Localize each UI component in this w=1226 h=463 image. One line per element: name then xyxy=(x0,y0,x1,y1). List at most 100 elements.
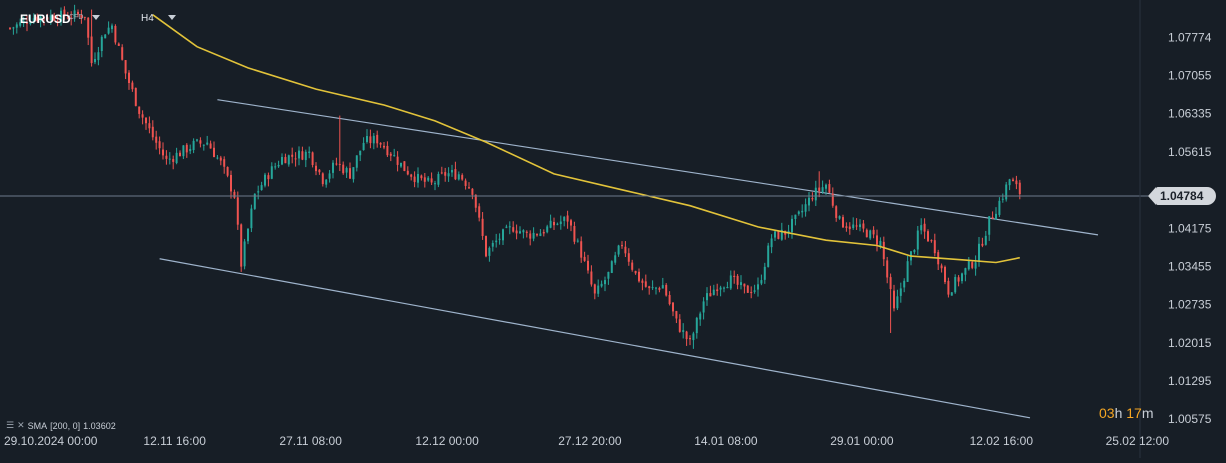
candle[interactable] xyxy=(423,173,426,188)
candle[interactable] xyxy=(257,185,260,200)
candle[interactable] xyxy=(774,230,776,241)
candle[interactable] xyxy=(750,286,753,299)
candle[interactable] xyxy=(498,233,501,245)
candle[interactable] xyxy=(587,254,589,274)
candle[interactable] xyxy=(400,162,402,168)
candle[interactable] xyxy=(991,211,994,220)
candle[interactable] xyxy=(236,191,239,230)
candle[interactable] xyxy=(746,284,749,293)
candle[interactable] xyxy=(376,130,379,148)
candle[interactable] xyxy=(638,268,640,283)
candle[interactable] xyxy=(311,151,314,168)
candle[interactable] xyxy=(155,130,158,150)
candle[interactable] xyxy=(651,280,654,290)
candle[interactable] xyxy=(437,171,440,188)
candle[interactable] xyxy=(158,136,161,155)
candle[interactable] xyxy=(315,162,317,176)
candle[interactable] xyxy=(342,161,345,175)
candle[interactable] xyxy=(641,278,644,291)
candle[interactable] xyxy=(702,297,705,320)
candle[interactable] xyxy=(617,244,620,257)
candle[interactable] xyxy=(15,22,18,34)
candle[interactable] xyxy=(767,242,770,268)
candle[interactable] xyxy=(250,204,253,233)
candle[interactable] xyxy=(811,192,814,202)
candle[interactable] xyxy=(495,233,498,248)
candle[interactable] xyxy=(525,230,528,238)
candle[interactable] xyxy=(454,161,457,181)
candle[interactable] xyxy=(896,289,899,311)
candle[interactable] xyxy=(923,218,926,239)
candle[interactable] xyxy=(604,276,606,292)
candle[interactable] xyxy=(804,198,807,217)
candle[interactable] xyxy=(46,13,49,22)
candle[interactable] xyxy=(580,236,583,263)
candle[interactable] xyxy=(648,285,651,295)
indicator-legend[interactable]: ☰ ✕ SMA [200, 0] 1.03602 xyxy=(6,420,116,431)
candle[interactable] xyxy=(743,283,746,294)
candle[interactable] xyxy=(672,302,674,317)
candle[interactable] xyxy=(546,224,549,234)
candle[interactable] xyxy=(175,147,178,165)
candle[interactable] xyxy=(899,282,902,303)
candle[interactable] xyxy=(763,262,766,284)
candle[interactable] xyxy=(978,236,980,267)
candle[interactable] xyxy=(393,148,396,157)
candle[interactable] xyxy=(1005,181,1008,202)
candle[interactable] xyxy=(396,151,399,172)
candle[interactable] xyxy=(335,157,338,166)
candle[interactable] xyxy=(318,169,321,175)
candle[interactable] xyxy=(876,229,878,252)
candle[interactable] xyxy=(505,224,508,229)
candle[interactable] xyxy=(406,166,409,176)
candle[interactable] xyxy=(563,216,566,227)
candle[interactable] xyxy=(464,178,467,190)
candle[interactable] xyxy=(243,238,246,270)
candle[interactable] xyxy=(274,162,277,170)
candle[interactable] xyxy=(488,246,491,262)
candle[interactable] xyxy=(502,228,504,246)
candle[interactable] xyxy=(886,256,889,284)
candle[interactable] xyxy=(444,167,447,182)
candle[interactable] xyxy=(461,173,464,181)
channel-trendline[interactable] xyxy=(217,99,1099,236)
candle[interactable] xyxy=(481,212,484,240)
candle[interactable] xyxy=(627,248,630,266)
candle[interactable] xyxy=(848,222,851,235)
candle[interactable] xyxy=(753,284,756,294)
candle[interactable] xyxy=(352,167,355,183)
candle[interactable] xyxy=(910,251,912,266)
candle[interactable] xyxy=(689,335,691,346)
candle[interactable] xyxy=(63,6,66,20)
candle[interactable] xyxy=(36,13,39,23)
candle[interactable] xyxy=(668,291,671,306)
candle[interactable] xyxy=(967,257,970,271)
candle[interactable] xyxy=(485,235,487,258)
candle[interactable] xyxy=(944,265,946,285)
indicator-settings-icon[interactable]: ☰ xyxy=(6,420,15,430)
candle[interactable] xyxy=(478,203,481,222)
candle[interactable] xyxy=(104,34,107,39)
candle[interactable] xyxy=(529,230,532,246)
candle[interactable] xyxy=(869,229,872,240)
candle[interactable] xyxy=(369,129,372,149)
candle[interactable] xyxy=(80,9,83,24)
candle[interactable] xyxy=(277,160,280,168)
candle[interactable] xyxy=(145,116,147,130)
candle[interactable] xyxy=(179,150,181,157)
candle[interactable] xyxy=(882,236,885,267)
candle[interactable] xyxy=(954,274,957,294)
candle[interactable] xyxy=(12,26,15,35)
candle[interactable] xyxy=(995,207,997,220)
candle[interactable] xyxy=(988,216,991,241)
candle[interactable] xyxy=(383,142,385,150)
candle[interactable] xyxy=(328,170,331,183)
candle[interactable] xyxy=(56,15,59,27)
candle[interactable] xyxy=(927,229,929,242)
candle[interactable] xyxy=(189,144,192,155)
candle[interactable] xyxy=(508,221,511,235)
candle[interactable] xyxy=(729,270,732,290)
candle[interactable] xyxy=(162,142,164,160)
candle[interactable] xyxy=(814,180,817,206)
candle[interactable] xyxy=(403,161,406,172)
